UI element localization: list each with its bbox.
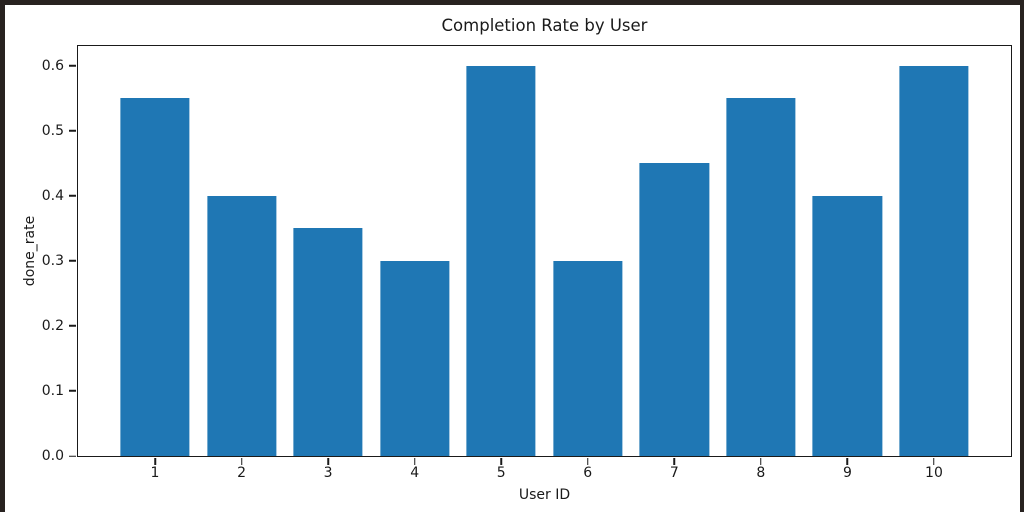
x-tick-mark [327, 458, 329, 465]
x-tick-label: 6 [583, 465, 593, 481]
plot-area: 0.0 0.1 0.2 0.3 0.4 0.5 0.6 1 2 3 4 5 6 7 8 9 10 [42, 45, 1012, 480]
bar-user-8 [726, 98, 796, 456]
bar-user-2 [206, 195, 277, 456]
bar-user-1 [120, 98, 190, 456]
x-tick-label: 9 [842, 465, 852, 481]
x-tick-mark [154, 458, 156, 465]
y-tick-label: 0.4 [41, 187, 64, 204]
bar-user-6 [553, 260, 623, 456]
x-tick-mark [673, 458, 676, 465]
x-tick-mark [500, 458, 502, 465]
x-tick-label: 8 [756, 465, 766, 481]
x-tick-mark [933, 458, 935, 465]
x-tick-label: 7 [669, 465, 679, 481]
y-axis-label: done_rate [22, 215, 38, 287]
y-tick-mark [69, 194, 76, 197]
bar-user-3 [293, 228, 363, 456]
x-tick-label: 3 [323, 465, 333, 481]
x-tick-label: 1 [150, 465, 160, 481]
y-tick-mark [69, 129, 76, 132]
x-tick-label: 10 [925, 465, 943, 481]
y-tick-label: 0.2 [41, 317, 64, 334]
x-tick-mark [587, 458, 589, 465]
bar-user-10 [899, 65, 969, 456]
y-tick-label: 0.6 [41, 57, 64, 74]
x-tick-mark [240, 458, 243, 465]
x-axis-label: User ID [518, 487, 571, 503]
y-tick-mark [69, 325, 76, 327]
x-tick-mark [846, 458, 849, 465]
x-tick-label: 5 [496, 465, 506, 481]
bar-user-7 [639, 163, 709, 456]
y-tick-mark [69, 260, 76, 262]
bar-user-5 [466, 65, 536, 456]
y-tick-mark [69, 64, 76, 67]
y-tick-label: 0.0 [41, 448, 64, 464]
x-tick-label: 2 [237, 465, 247, 481]
chart-title: Completion Rate by User [441, 16, 648, 35]
y-tick-mark [69, 390, 76, 392]
bar-user-4 [380, 260, 450, 456]
y-tick-label: 0.1 [41, 382, 64, 399]
x-tick-label: 4 [410, 465, 420, 481]
x-tick-mark [760, 458, 762, 465]
bar-user-9 [812, 195, 883, 456]
y-tick-mark [69, 455, 76, 457]
y-tick-label: 0.5 [41, 122, 64, 139]
x-tick-mark [413, 458, 416, 465]
y-tick-label: 0.3 [41, 252, 64, 269]
